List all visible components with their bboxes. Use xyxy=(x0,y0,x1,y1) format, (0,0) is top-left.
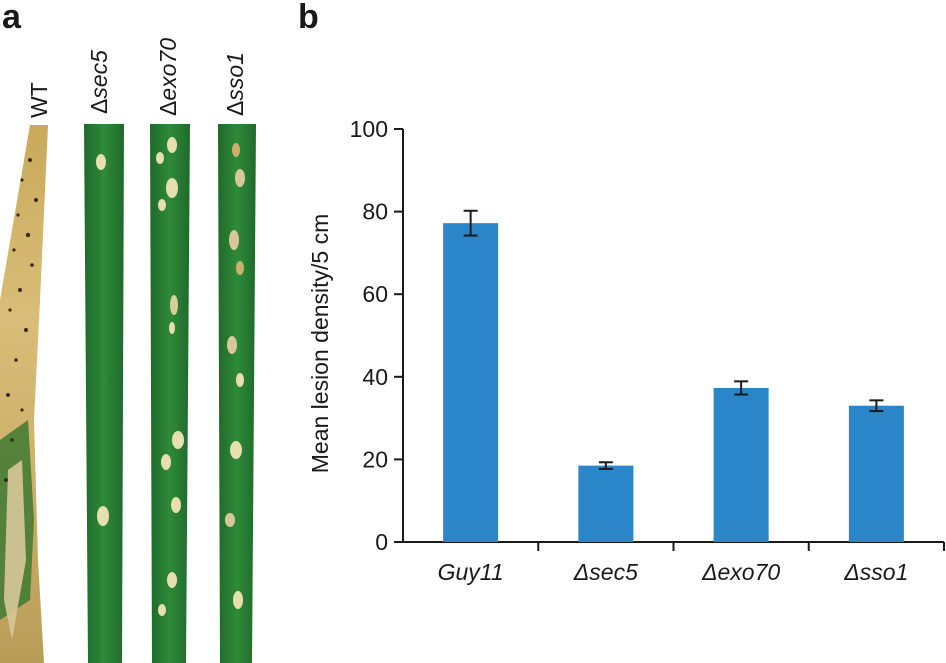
chart-bars xyxy=(443,209,904,542)
leaf-photo xyxy=(0,124,256,663)
y-tick-label: 20 xyxy=(362,446,388,472)
panel-a-letter: a xyxy=(2,0,21,36)
x-category-label: Guy11 xyxy=(438,559,504,585)
y-tick-label: 0 xyxy=(375,529,388,555)
chart-labels: 0 20 40 60 80 100 Mean lesion density/5 cm Guy1… xyxy=(307,116,908,585)
bar xyxy=(848,405,904,542)
bar xyxy=(713,387,769,542)
leaf-sso1 xyxy=(218,124,256,663)
leaf-wt xyxy=(0,125,48,663)
x-category-label: Δsec5 xyxy=(573,559,638,585)
panel-b-letter: b xyxy=(298,0,319,36)
y-axis-label: Mean lesion density/5 cm xyxy=(307,214,333,474)
y-tick-label: 60 xyxy=(362,281,388,307)
x-category-label: Δexo70 xyxy=(701,559,780,585)
leaf-sec5 xyxy=(84,124,124,663)
y-tick-label: 80 xyxy=(362,199,388,225)
leaf-exo70 xyxy=(150,124,190,663)
y-tick-label: 40 xyxy=(362,364,388,390)
y-tick-label: 100 xyxy=(350,116,388,142)
bar xyxy=(578,465,634,542)
bar xyxy=(443,223,499,542)
x-category-label: Δsso1 xyxy=(843,559,908,585)
